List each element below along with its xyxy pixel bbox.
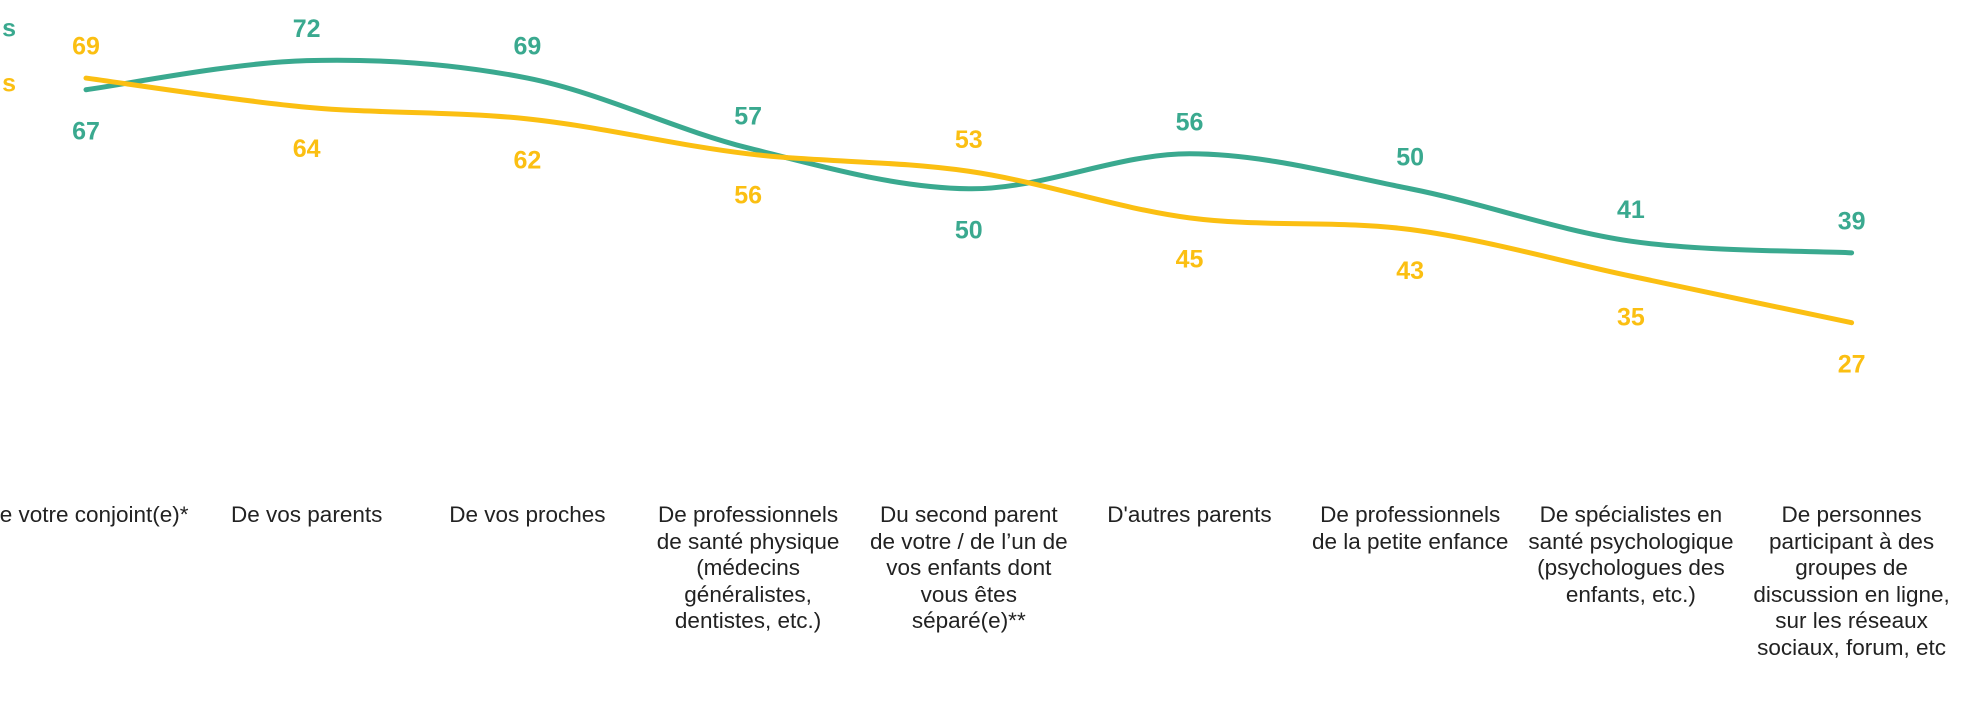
data-label: 45	[1176, 245, 1204, 273]
x-tick-label: D'autres parents	[1107, 502, 1272, 527]
data-label: 56	[734, 181, 762, 209]
data-label: 67	[72, 117, 100, 145]
data-label: 62	[513, 146, 541, 174]
data-label: 39	[1838, 207, 1866, 235]
data-label: 64	[293, 135, 321, 163]
line-series	[83, 57, 1855, 256]
data-label: 69	[72, 33, 100, 61]
line-series	[83, 75, 1855, 326]
data-label: 50	[955, 216, 983, 244]
data-label: 43	[1396, 257, 1424, 285]
data-label: 27	[1838, 350, 1866, 378]
legend-label: s	[2, 70, 16, 98]
data-label: 69	[513, 33, 541, 61]
x-tick-label: Du second parent de votre / de l’un de v…	[869, 502, 1068, 633]
x-tick-label: De spécialistes en santé psychologique (…	[1528, 502, 1734, 607]
x-tick-label: De personnes participant à des groupes d…	[1753, 502, 1950, 660]
data-label: 41	[1617, 196, 1645, 224]
x-tick-label: De vos parents	[231, 502, 383, 527]
x-tick-label: De professionnels de santé physique (méd…	[656, 502, 840, 633]
x-tick-label: De votre conjoint(e)*	[0, 502, 189, 527]
data-label: 50	[1396, 143, 1424, 171]
data-label: 72	[293, 15, 321, 43]
x-tick-label: De vos proches	[449, 502, 606, 527]
x-tick-label: De professionnels de la petite enfance	[1311, 502, 1509, 554]
legend-label: s	[2, 15, 16, 43]
data-label: 35	[1617, 304, 1645, 332]
data-label: 56	[1176, 108, 1204, 136]
data-label: 53	[955, 126, 983, 154]
data-label: 57	[734, 103, 762, 131]
